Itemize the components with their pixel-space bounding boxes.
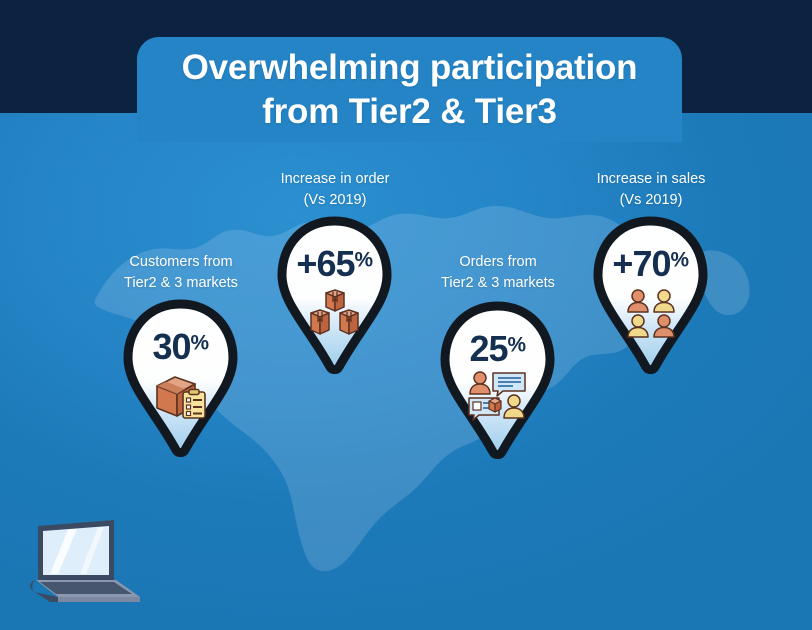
map-pin-shape — [593, 216, 708, 375]
marker-label: Customers from Tier2 & 3 markets — [81, 252, 281, 294]
map-pin-shape — [277, 216, 392, 375]
marker-label-line-2: Tier2 & 3 markets — [124, 275, 238, 292]
marker-increase-in-sales[interactable]: Increase in sales (Vs 2019) +70% — [588, 169, 713, 375]
marker-label: Orders from Tier2 & 3 markets — [398, 252, 598, 294]
marker-label: Increase in sales (Vs 2019) — [551, 169, 751, 211]
laptop-icon — [28, 518, 148, 613]
page-title-line-2: from Tier2 & Tier3 — [262, 91, 557, 131]
marker-label-line-1: Increase in sales — [596, 171, 706, 187]
marker-label-line-1: Orders from — [459, 254, 537, 270]
marker-increase-in-order[interactable]: Increase in order (Vs 2019) +65% — [272, 169, 397, 375]
marker-label-line-2: Tier2 & 3 markets — [441, 275, 555, 292]
marker-label-line-2: (Vs 2019) — [303, 192, 367, 209]
marker-orders-tier2-3[interactable]: Orders from Tier2 & 3 markets 25% — [435, 252, 560, 460]
marker-label: Increase in order (Vs 2019) — [235, 169, 435, 211]
marker-label-line-1: Increase in order — [280, 171, 390, 187]
marker-label-line-2: (Vs 2019) — [619, 192, 683, 209]
page-title-line-1: Overwhelming participation — [181, 48, 638, 87]
marker-label-line-1: Customers from — [129, 254, 233, 270]
marker-customers-tier2-3[interactable]: Customers from Tier2 & 3 markets 30% — [118, 252, 243, 458]
map-pin-shape — [123, 299, 238, 458]
map-pin-shape — [440, 301, 555, 460]
page-title: Overwhelming participation from Tier2 & … — [137, 46, 682, 134]
header-banner — [137, 37, 682, 142]
